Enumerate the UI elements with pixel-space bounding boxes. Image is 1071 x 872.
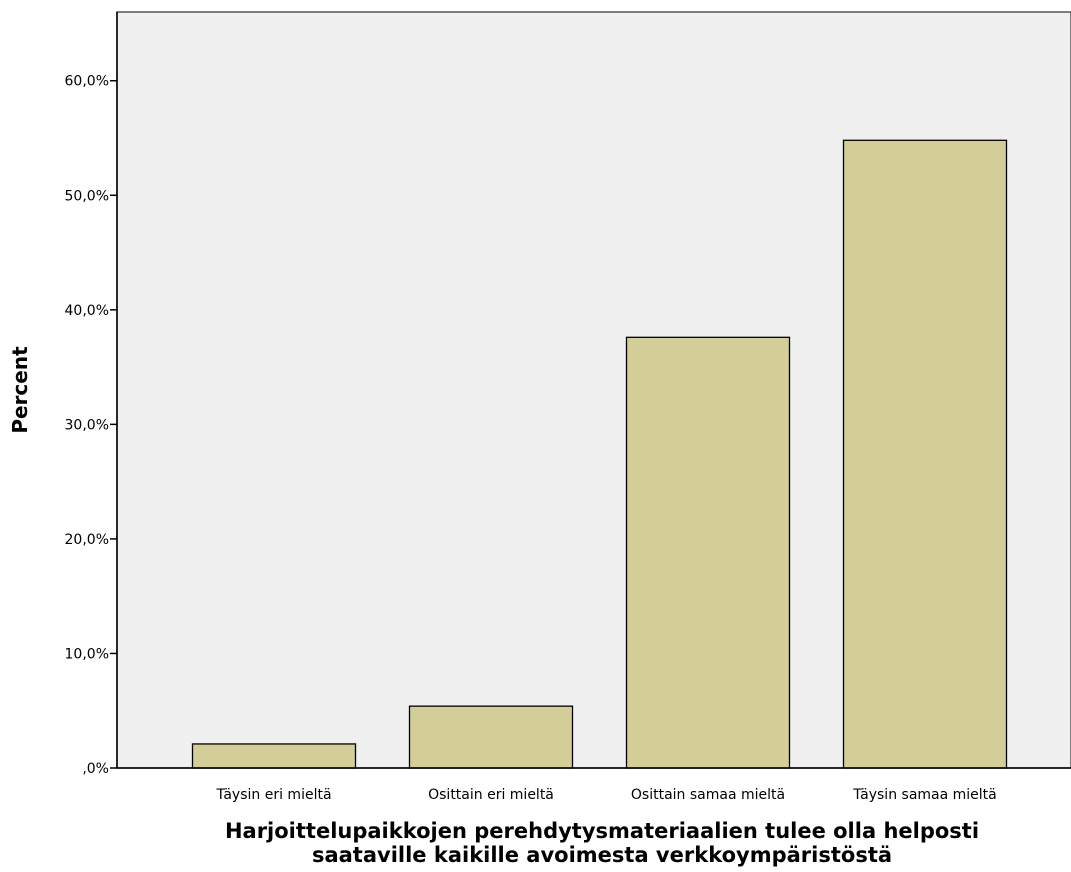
y-tick-label: 30,0% [65,417,109,433]
x-axis-title-line-1: Harjoittelupaikkojen perehdytysmateriaal… [225,819,979,843]
y-ticks-group: ,0% 10,0% 20,0% 30,0% 40,0% 50,0% 60,0% [65,74,117,777]
bar-4 [842,139,1008,769]
x-axis-title-line-2: saataville kaikille avoimesta verkkoympä… [312,843,892,867]
x-tick-label: Osittain eri mieltä [428,787,554,803]
bars-group [191,139,1008,769]
y-tick-label: 60,0% [65,74,109,90]
y-tick-label: ,0% [82,761,109,777]
y-tick-label: 40,0% [65,303,109,319]
y-axis-title: Percent [8,346,32,434]
x-tick-labels-group: Täysin eri mieltä Osittain eri mieltä Osit… [215,787,996,803]
y-tick-label: 20,0% [65,532,109,548]
x-tick-label: Täysin samaa mieltä [852,787,997,803]
y-tick-label: 50,0% [65,188,109,204]
x-tick-label: Täysin eri mieltä [215,787,331,803]
x-tick-label: Osittain samaa mieltä [631,787,785,803]
bar-2 [408,705,574,769]
bar-3 [625,336,791,769]
bar-1 [191,743,357,769]
y-tick-label: 10,0% [65,646,109,662]
